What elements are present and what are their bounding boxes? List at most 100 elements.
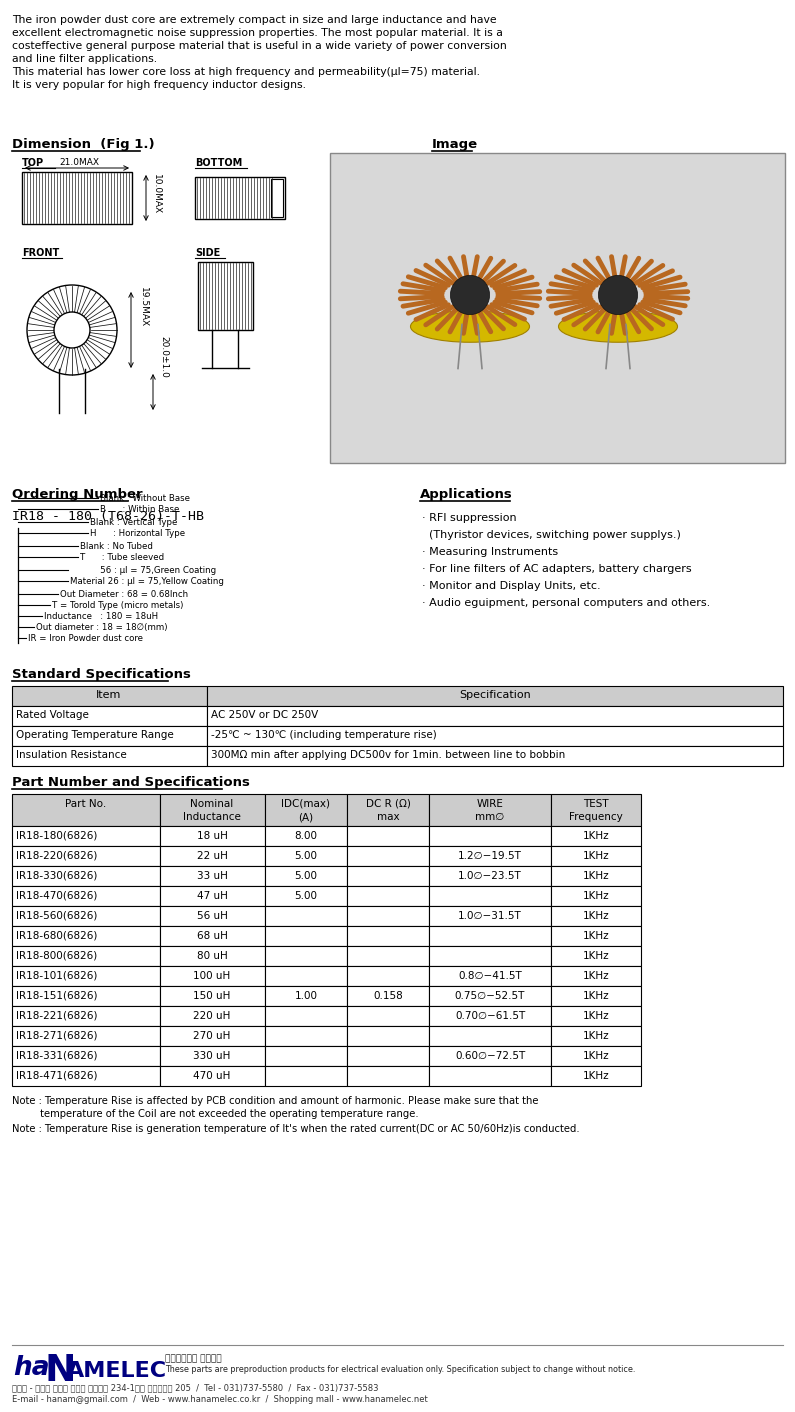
Bar [265,946,347,966]
Bar [551,826,641,846]
Bar [271,179,283,217]
Bar [551,966,641,986]
Text: · RFI suppression: · RFI suppression [422,513,517,522]
Text: 5.00: 5.00 [294,851,317,861]
Circle shape [27,285,117,376]
Bar [12,746,207,765]
Text: Dimension  (Fig 1.): Dimension (Fig 1.) [12,138,154,151]
Text: costeffective general purpose material that is useful in a wide variety of power: costeffective general purpose material t… [12,41,506,51]
Text: max: max [377,812,399,822]
Bar [551,1027,641,1046]
Bar [347,1005,429,1027]
Bar [347,926,429,946]
Bar [265,885,347,907]
Bar [12,726,207,746]
Bar [347,826,429,846]
Bar [330,152,785,463]
Text: Specification: Specification [460,690,531,700]
Ellipse shape [410,311,529,342]
Bar [429,826,551,846]
Bar [160,1066,265,1086]
Text: BOTTOM: BOTTOM [195,158,242,168]
Bar [551,1046,641,1066]
Text: Blank : Without Base: Blank : Without Base [100,494,190,503]
Text: Nominal: Nominal [190,799,234,809]
Text: Image: Image [432,138,478,151]
Text: 0.158: 0.158 [373,991,403,1001]
Text: 150 uH: 150 uH [193,991,231,1001]
Bar [551,846,641,866]
Text: Blank : Vertical Type: Blank : Vertical Type [90,518,177,527]
Bar [12,706,207,726]
Text: 80 uH: 80 uH [196,952,227,962]
Bar [12,826,160,846]
Text: Note : Temperature Rise is generation temperature of It's when the rated current: Note : Temperature Rise is generation te… [12,1124,580,1134]
Text: 22 uH: 22 uH [196,851,227,861]
Text: · For line filters of AC adapters, battery chargers: · For line filters of AC adapters, batte… [422,563,692,575]
Bar [429,866,551,885]
Text: IR18-330(6826): IR18-330(6826) [16,871,97,881]
Text: 8.00: 8.00 [294,832,317,842]
Text: 주소지 - 경기도 성남시 수정구 상대원동 234-1번지 포스테코로 205  /  Tel - 031)737-5580  /  Fax - 031)73: 주소지 - 경기도 성남시 수정구 상대원동 234-1번지 포스테코로 205… [12,1382,378,1392]
Text: Item: Item [96,690,122,700]
Bar [12,686,207,706]
Text: The iron powder dust core are extremely compact in size and large inductance and: The iron powder dust core are extremely … [12,16,497,25]
Bar [12,1046,160,1066]
Bar [160,926,265,946]
Text: 0.8∅−41.5T: 0.8∅−41.5T [458,971,522,981]
Text: mm∅: mm∅ [475,812,505,822]
Bar [160,866,265,885]
Text: H      : Horizontal Type: H : Horizontal Type [90,530,185,538]
Text: Standard Specifications: Standard Specifications [12,668,191,681]
Bar [429,1046,551,1066]
Bar [429,846,551,866]
Text: IR18-101(6826): IR18-101(6826) [16,971,97,981]
Bar [12,1005,160,1027]
Text: N: N [44,1353,76,1389]
Bar [347,986,429,1005]
Text: IR18-471(6826): IR18-471(6826) [16,1070,98,1082]
Text: 270 uH: 270 uH [193,1031,231,1041]
Text: 5.00: 5.00 [294,891,317,901]
Text: IR18-331(6826): IR18-331(6826) [16,1051,98,1060]
Text: WIRE: WIRE [476,799,503,809]
Bar [207,746,783,765]
Text: IR18-271(6826): IR18-271(6826) [16,1031,98,1041]
Text: AC 250V or DC 250V: AC 250V or DC 250V [211,710,318,720]
Bar [160,986,265,1005]
Text: temperature of the Coil are not exceeded the operating temperature range.: temperature of the Coil are not exceeded… [12,1108,419,1118]
Bar [347,907,429,926]
Bar [551,946,641,966]
Circle shape [599,275,638,315]
Text: 68 uH: 68 uH [196,931,227,940]
Bar [22,172,132,225]
Bar [265,1027,347,1046]
Text: E-mail - hanam@gmail.com  /  Web - www.hanamelec.co.kr  /  Shopping mall - www.h: E-mail - hanam@gmail.com / Web - www.han… [12,1395,428,1404]
Bar [347,846,429,866]
Bar [265,966,347,986]
Text: (Thyristor devices, switching power supplys.): (Thyristor devices, switching power supp… [422,530,681,539]
Text: 1KHz: 1KHz [583,1051,609,1060]
Bar [347,1046,429,1066]
Bar [429,885,551,907]
Text: T      : Tube sleeved: T : Tube sleeved [80,554,164,562]
Text: 1KHz: 1KHz [583,851,609,861]
Bar [265,1046,347,1066]
Text: This material has lower core loss at high frequency and permeability(μl=75) mate: This material has lower core loss at hig… [12,66,480,78]
Text: Material 26 : μl = 75,Yellow Coating: Material 26 : μl = 75,Yellow Coating [70,578,224,586]
Bar [347,794,429,826]
Text: Ordering Number: Ordering Number [12,489,142,501]
Bar [160,846,265,866]
Bar [347,866,429,885]
Text: SIDE: SIDE [195,249,220,258]
Text: 47 uH: 47 uH [196,891,227,901]
Bar [429,794,551,826]
Bar [347,966,429,986]
Text: 33 uH: 33 uH [196,871,227,881]
Text: Insulation Resistance: Insulation Resistance [16,750,126,760]
Text: 1.00: 1.00 [294,991,317,1001]
Text: IR18 - 180 (T68-26)-T-HB: IR18 - 180 (T68-26)-T-HB [12,510,204,522]
Text: 1.0∅−31.5T: 1.0∅−31.5T [458,911,522,921]
Bar [429,1005,551,1027]
Bar [12,866,160,885]
